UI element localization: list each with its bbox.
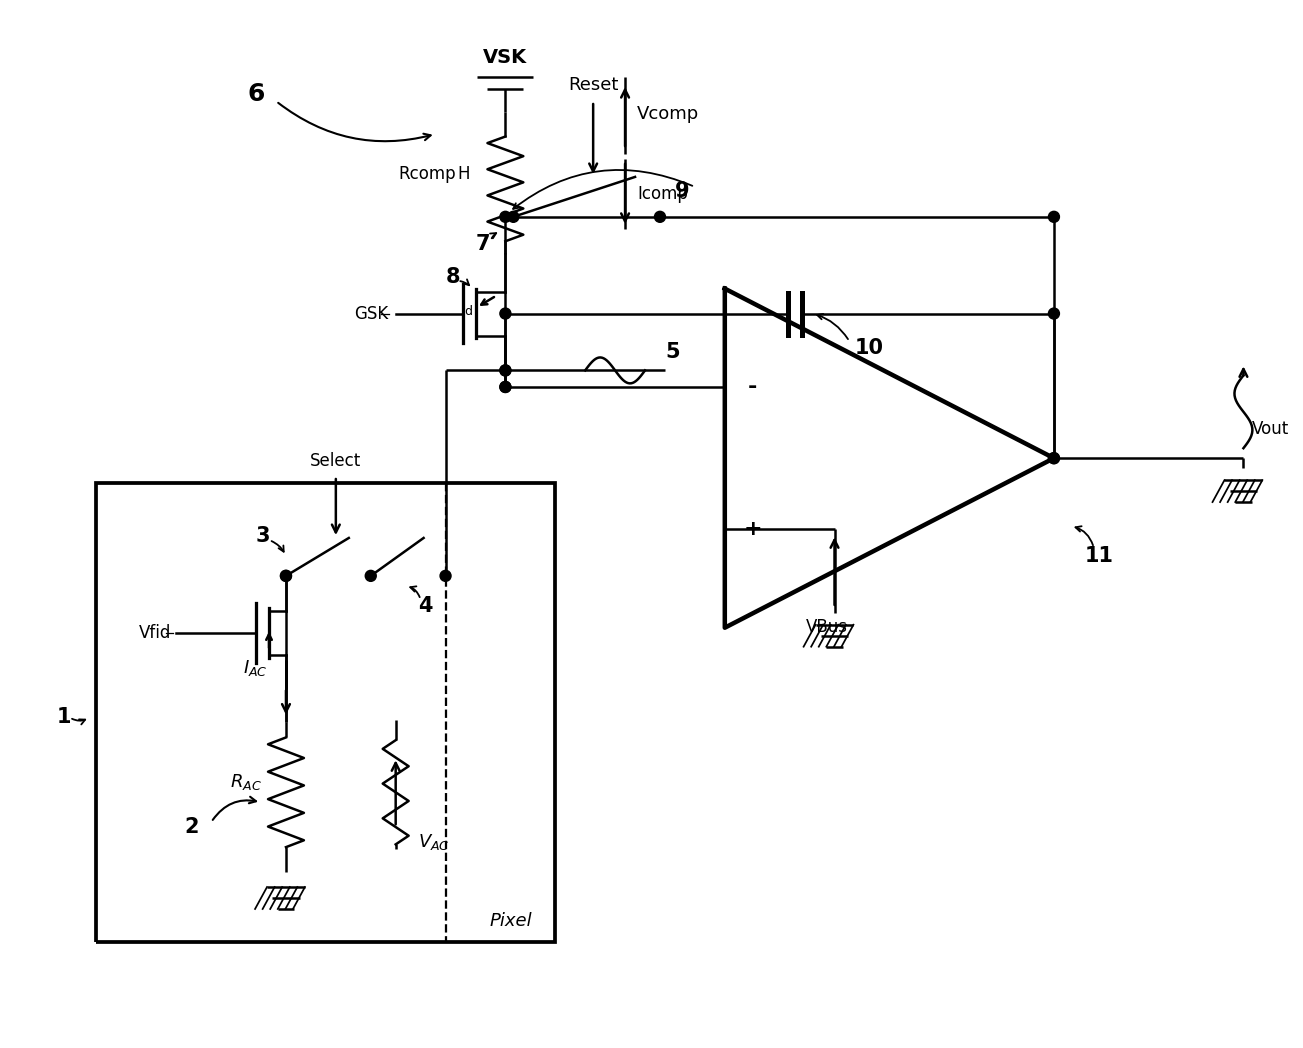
Text: Vout: Vout [1251, 420, 1289, 438]
Circle shape [365, 570, 377, 582]
Circle shape [1049, 453, 1059, 463]
Text: +: + [744, 520, 762, 540]
Circle shape [500, 212, 511, 222]
Text: GSK: GSK [354, 305, 388, 323]
Text: Vcomp: Vcomp [637, 105, 700, 123]
Circle shape [500, 308, 511, 319]
Text: -: - [748, 377, 757, 397]
Text: 7: 7 [476, 234, 490, 254]
Circle shape [508, 212, 519, 222]
Circle shape [500, 381, 511, 392]
Text: H: H [457, 165, 470, 183]
Text: 5: 5 [665, 343, 680, 363]
Text: Icomp: Icomp [637, 184, 688, 203]
Text: Pixel: Pixel [489, 912, 532, 930]
Text: VBus: VBus [805, 617, 847, 636]
Text: 6: 6 [248, 82, 265, 106]
Circle shape [440, 570, 451, 582]
Circle shape [654, 212, 666, 222]
Text: Reset: Reset [568, 77, 619, 94]
Text: 10: 10 [855, 339, 883, 358]
Text: 2: 2 [184, 817, 198, 837]
Circle shape [500, 381, 511, 392]
Text: $V_{AC}$: $V_{AC}$ [418, 832, 450, 852]
Text: 8: 8 [446, 266, 460, 287]
Text: Vfid: Vfid [139, 624, 171, 641]
Text: Rcomp: Rcomp [397, 165, 456, 183]
Circle shape [1049, 212, 1059, 222]
Text: 9: 9 [675, 181, 689, 201]
Circle shape [1049, 453, 1059, 463]
Text: 3: 3 [255, 526, 270, 546]
Circle shape [280, 570, 292, 582]
Text: $R_{AC}$: $R_{AC}$ [231, 772, 262, 792]
Text: 4: 4 [418, 595, 433, 616]
Text: 1: 1 [56, 707, 70, 727]
Text: VSK: VSK [483, 48, 528, 67]
Text: 11: 11 [1084, 546, 1113, 566]
Circle shape [280, 570, 292, 582]
Text: Select: Select [310, 452, 361, 471]
Circle shape [1049, 308, 1059, 319]
Circle shape [500, 365, 511, 376]
Text: d: d [464, 305, 473, 318]
Text: $I_{AC}$: $I_{AC}$ [244, 657, 268, 678]
Circle shape [500, 365, 511, 376]
